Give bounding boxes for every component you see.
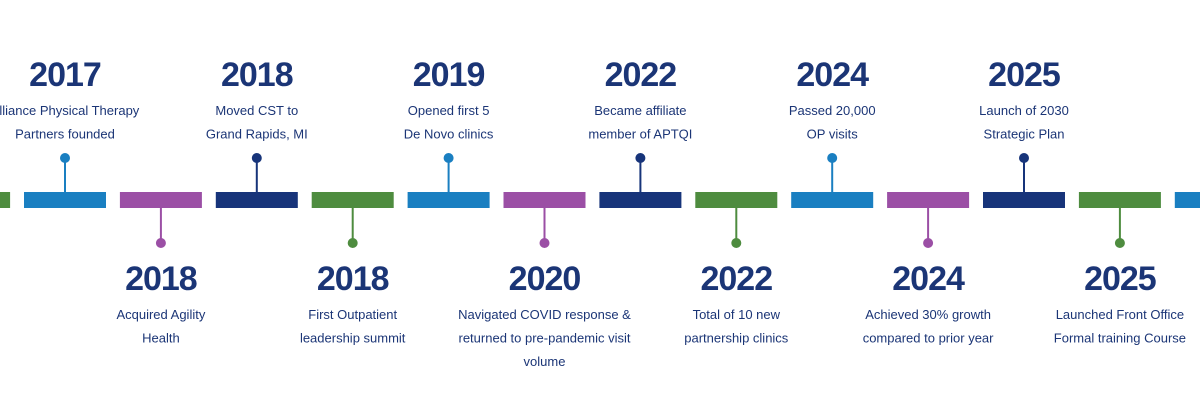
connector-dot: [443, 153, 454, 163]
event-text: Launched Front Office: [1056, 307, 1184, 322]
event-text: Total of 10 new: [693, 307, 781, 322]
event-text: Passed 20,000: [789, 103, 876, 118]
connector-dot: [155, 238, 166, 248]
connector-dot: [1114, 238, 1125, 248]
event-text: De Novo clinics: [404, 127, 494, 142]
event-text: Formal training Course: [1054, 331, 1186, 346]
connector-dot: [1019, 153, 1029, 163]
connector-dot: [347, 238, 358, 248]
timeline-segment: [1078, 192, 1161, 208]
event-text: partnership clinics: [684, 331, 789, 346]
event-text: Launch of 2030: [979, 103, 1069, 118]
event-text: returned to pre-pandemic visit: [459, 331, 631, 346]
timeline-segment: [311, 192, 394, 208]
timeline-segment: [791, 192, 874, 208]
timeline-segment: [24, 192, 106, 208]
event-text: leadership summit: [300, 331, 406, 346]
timeline-segment: [119, 192, 202, 208]
connector-dot: [827, 153, 838, 163]
connector-dot: [251, 153, 262, 163]
event-text: Opened first 5: [408, 103, 490, 118]
event-text: Partners founded: [15, 127, 115, 142]
connector-dot: [539, 238, 550, 248]
event-year: 2018: [221, 56, 293, 94]
event-text: First Outpatient: [308, 307, 397, 322]
timeline-segment: [983, 192, 1065, 208]
timeline-segment: [695, 192, 778, 208]
event-text: Navigated COVID response &: [458, 307, 631, 322]
timeline-segment: [407, 192, 490, 208]
event-year: 2020: [509, 260, 581, 298]
event-year: 2024: [892, 260, 965, 298]
timeline-segment: [215, 192, 298, 208]
timeline-segment: [0, 192, 11, 208]
connector-dot: [923, 238, 934, 248]
connector-dot: [60, 153, 70, 163]
event-text: Alliance Physical Therapy: [0, 103, 140, 118]
timeline-segment: [599, 192, 682, 208]
timeline-segment: [1174, 192, 1200, 208]
event-text: Health: [142, 331, 180, 346]
event-text: Moved CST to: [215, 103, 298, 118]
event-year: 2019: [413, 56, 485, 94]
event-year: 2025: [1084, 260, 1156, 298]
event-year: 2017: [29, 56, 101, 94]
connector-dot: [635, 153, 646, 163]
connector-dot: [731, 238, 742, 248]
event-text: Became affiliate: [594, 103, 686, 118]
event-year: 2018: [317, 260, 389, 298]
event-text: Strategic Plan: [984, 127, 1065, 142]
event-text: volume: [524, 354, 566, 369]
event-year: 2025: [988, 56, 1060, 94]
event-text: OP visits: [807, 127, 859, 142]
event-year: 2022: [700, 260, 772, 298]
event-text: Acquired Agility: [116, 307, 205, 322]
event-text: Grand Rapids, MI: [206, 127, 308, 142]
event-year: 2024: [796, 56, 869, 94]
event-text: member of APTQI: [588, 127, 692, 142]
event-year: 2022: [605, 56, 677, 94]
event-text: compared to prior year: [863, 331, 994, 346]
event-year: 2018: [125, 260, 197, 298]
timeline-segment: [887, 192, 970, 208]
timeline-segment: [503, 192, 586, 208]
event-text: Achieved 30% growth: [865, 307, 991, 322]
